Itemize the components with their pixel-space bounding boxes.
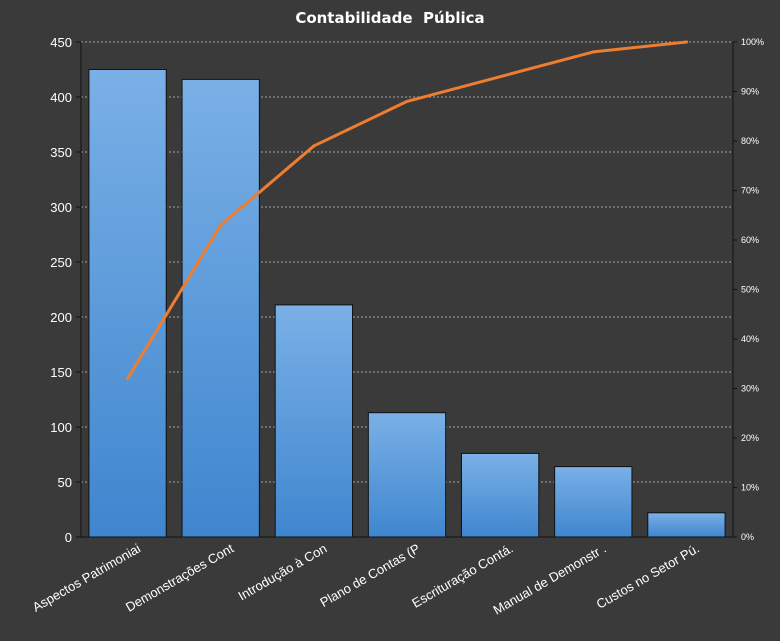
bar	[274, 304, 354, 538]
right-tick-label: 30%	[741, 384, 759, 394]
right-tick-label: 20%	[741, 433, 759, 443]
right-axis-ticks: 0% 10% 20% 30% 40% 50% 60% 70% 80% 90% 100%	[733, 37, 764, 542]
bar	[181, 78, 260, 538]
right-tick-label: 60%	[741, 235, 759, 245]
bar	[460, 452, 540, 538]
left-tick-label: 100	[50, 420, 72, 435]
bar	[367, 412, 447, 538]
left-tick-label: 150	[50, 365, 72, 380]
left-tick-label: 0	[65, 530, 72, 545]
chart-title: Contabilidade Pública	[295, 9, 484, 27]
cumulative-line	[126, 40, 688, 381]
right-tick-label: 50%	[741, 285, 759, 295]
left-tick-label: 350	[50, 145, 72, 160]
bar	[647, 512, 726, 538]
bar	[88, 69, 167, 538]
left-tick-label: 450	[50, 35, 72, 50]
line-point	[591, 50, 595, 54]
left-tick-label: 300	[50, 200, 72, 215]
right-tick-label: 100%	[741, 37, 764, 47]
line-point	[312, 144, 316, 148]
left-tick-label: 50	[58, 475, 72, 490]
right-tick-label: 0%	[741, 532, 754, 542]
right-tick-label: 80%	[741, 136, 759, 146]
line-point	[684, 40, 688, 44]
left-tick-label: 250	[50, 255, 72, 270]
line-point	[405, 99, 409, 103]
line-point	[126, 377, 130, 381]
left-tick-label: 200	[50, 310, 72, 325]
bars	[88, 69, 726, 538]
line-point	[219, 223, 223, 227]
right-tick-label: 40%	[741, 334, 759, 344]
right-tick-label: 10%	[741, 483, 759, 493]
left-axis-ticks: 0 50 100 150 200 250 300 350 400 450	[50, 35, 81, 545]
bar	[554, 466, 633, 538]
left-tick-label: 400	[50, 90, 72, 105]
right-tick-label: 90%	[741, 87, 759, 97]
line-point	[498, 75, 502, 79]
right-tick-label: 70%	[741, 186, 759, 196]
